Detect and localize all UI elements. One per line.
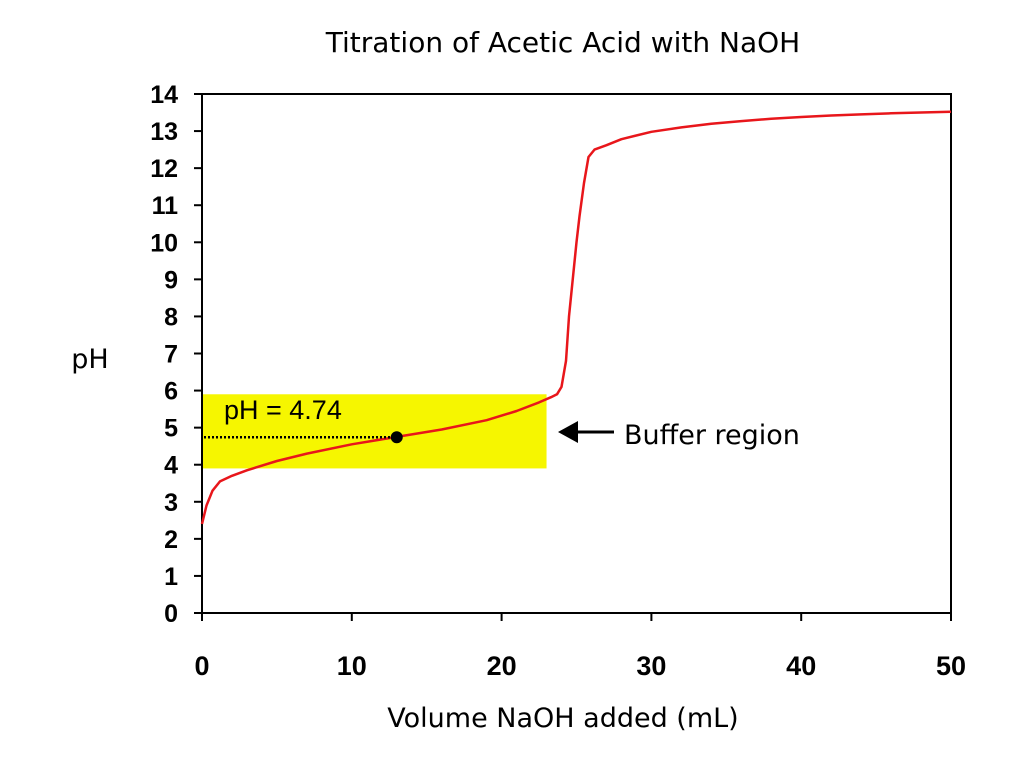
y-tick-label: 12 xyxy=(150,155,178,183)
y-tick-label: 3 xyxy=(164,489,178,517)
plot-frame xyxy=(201,93,952,614)
y-tick-label: 6 xyxy=(164,378,178,406)
y-tick-label: 13 xyxy=(150,118,178,146)
half-equivalence-point xyxy=(390,431,403,444)
y-tick-label: 0 xyxy=(164,600,178,628)
x-tick-label: 20 xyxy=(487,651,517,681)
y-tick-label: 9 xyxy=(164,266,178,294)
buffer-region-label: Buffer region xyxy=(624,420,800,451)
y-tick-label: 2 xyxy=(164,526,178,554)
x-tick-label: 40 xyxy=(786,651,816,681)
buffer-region-highlight xyxy=(202,394,547,469)
half-equivalence-label: pH = 4.74 xyxy=(224,395,342,425)
y-tick-label: 7 xyxy=(164,341,178,369)
x-axis-ticks: 0 10 20 30 40 50 xyxy=(194,613,966,681)
y-tick-label: 8 xyxy=(164,303,178,331)
y-tick-label: 4 xyxy=(164,452,178,480)
buffer-region-arrow xyxy=(558,421,614,443)
x-axis-label: Volume NaOH added (mL) xyxy=(387,703,738,734)
y-tick-label: 14 xyxy=(150,81,178,109)
x-tick-label: 10 xyxy=(337,651,367,681)
y-axis-label: pH xyxy=(71,344,108,375)
chart-title: Titration of Acetic Acid with NaOH xyxy=(325,26,800,59)
x-tick-label: 30 xyxy=(636,651,666,681)
y-tick-label: 5 xyxy=(164,415,178,443)
titration-curve xyxy=(200,110,952,525)
x-tick-label: 0 xyxy=(194,651,209,681)
y-tick-label: 11 xyxy=(152,192,179,220)
y-tick-label: 1 xyxy=(164,563,178,591)
y-tick-label: 10 xyxy=(150,229,178,257)
x-tick-label: 50 xyxy=(936,651,966,681)
